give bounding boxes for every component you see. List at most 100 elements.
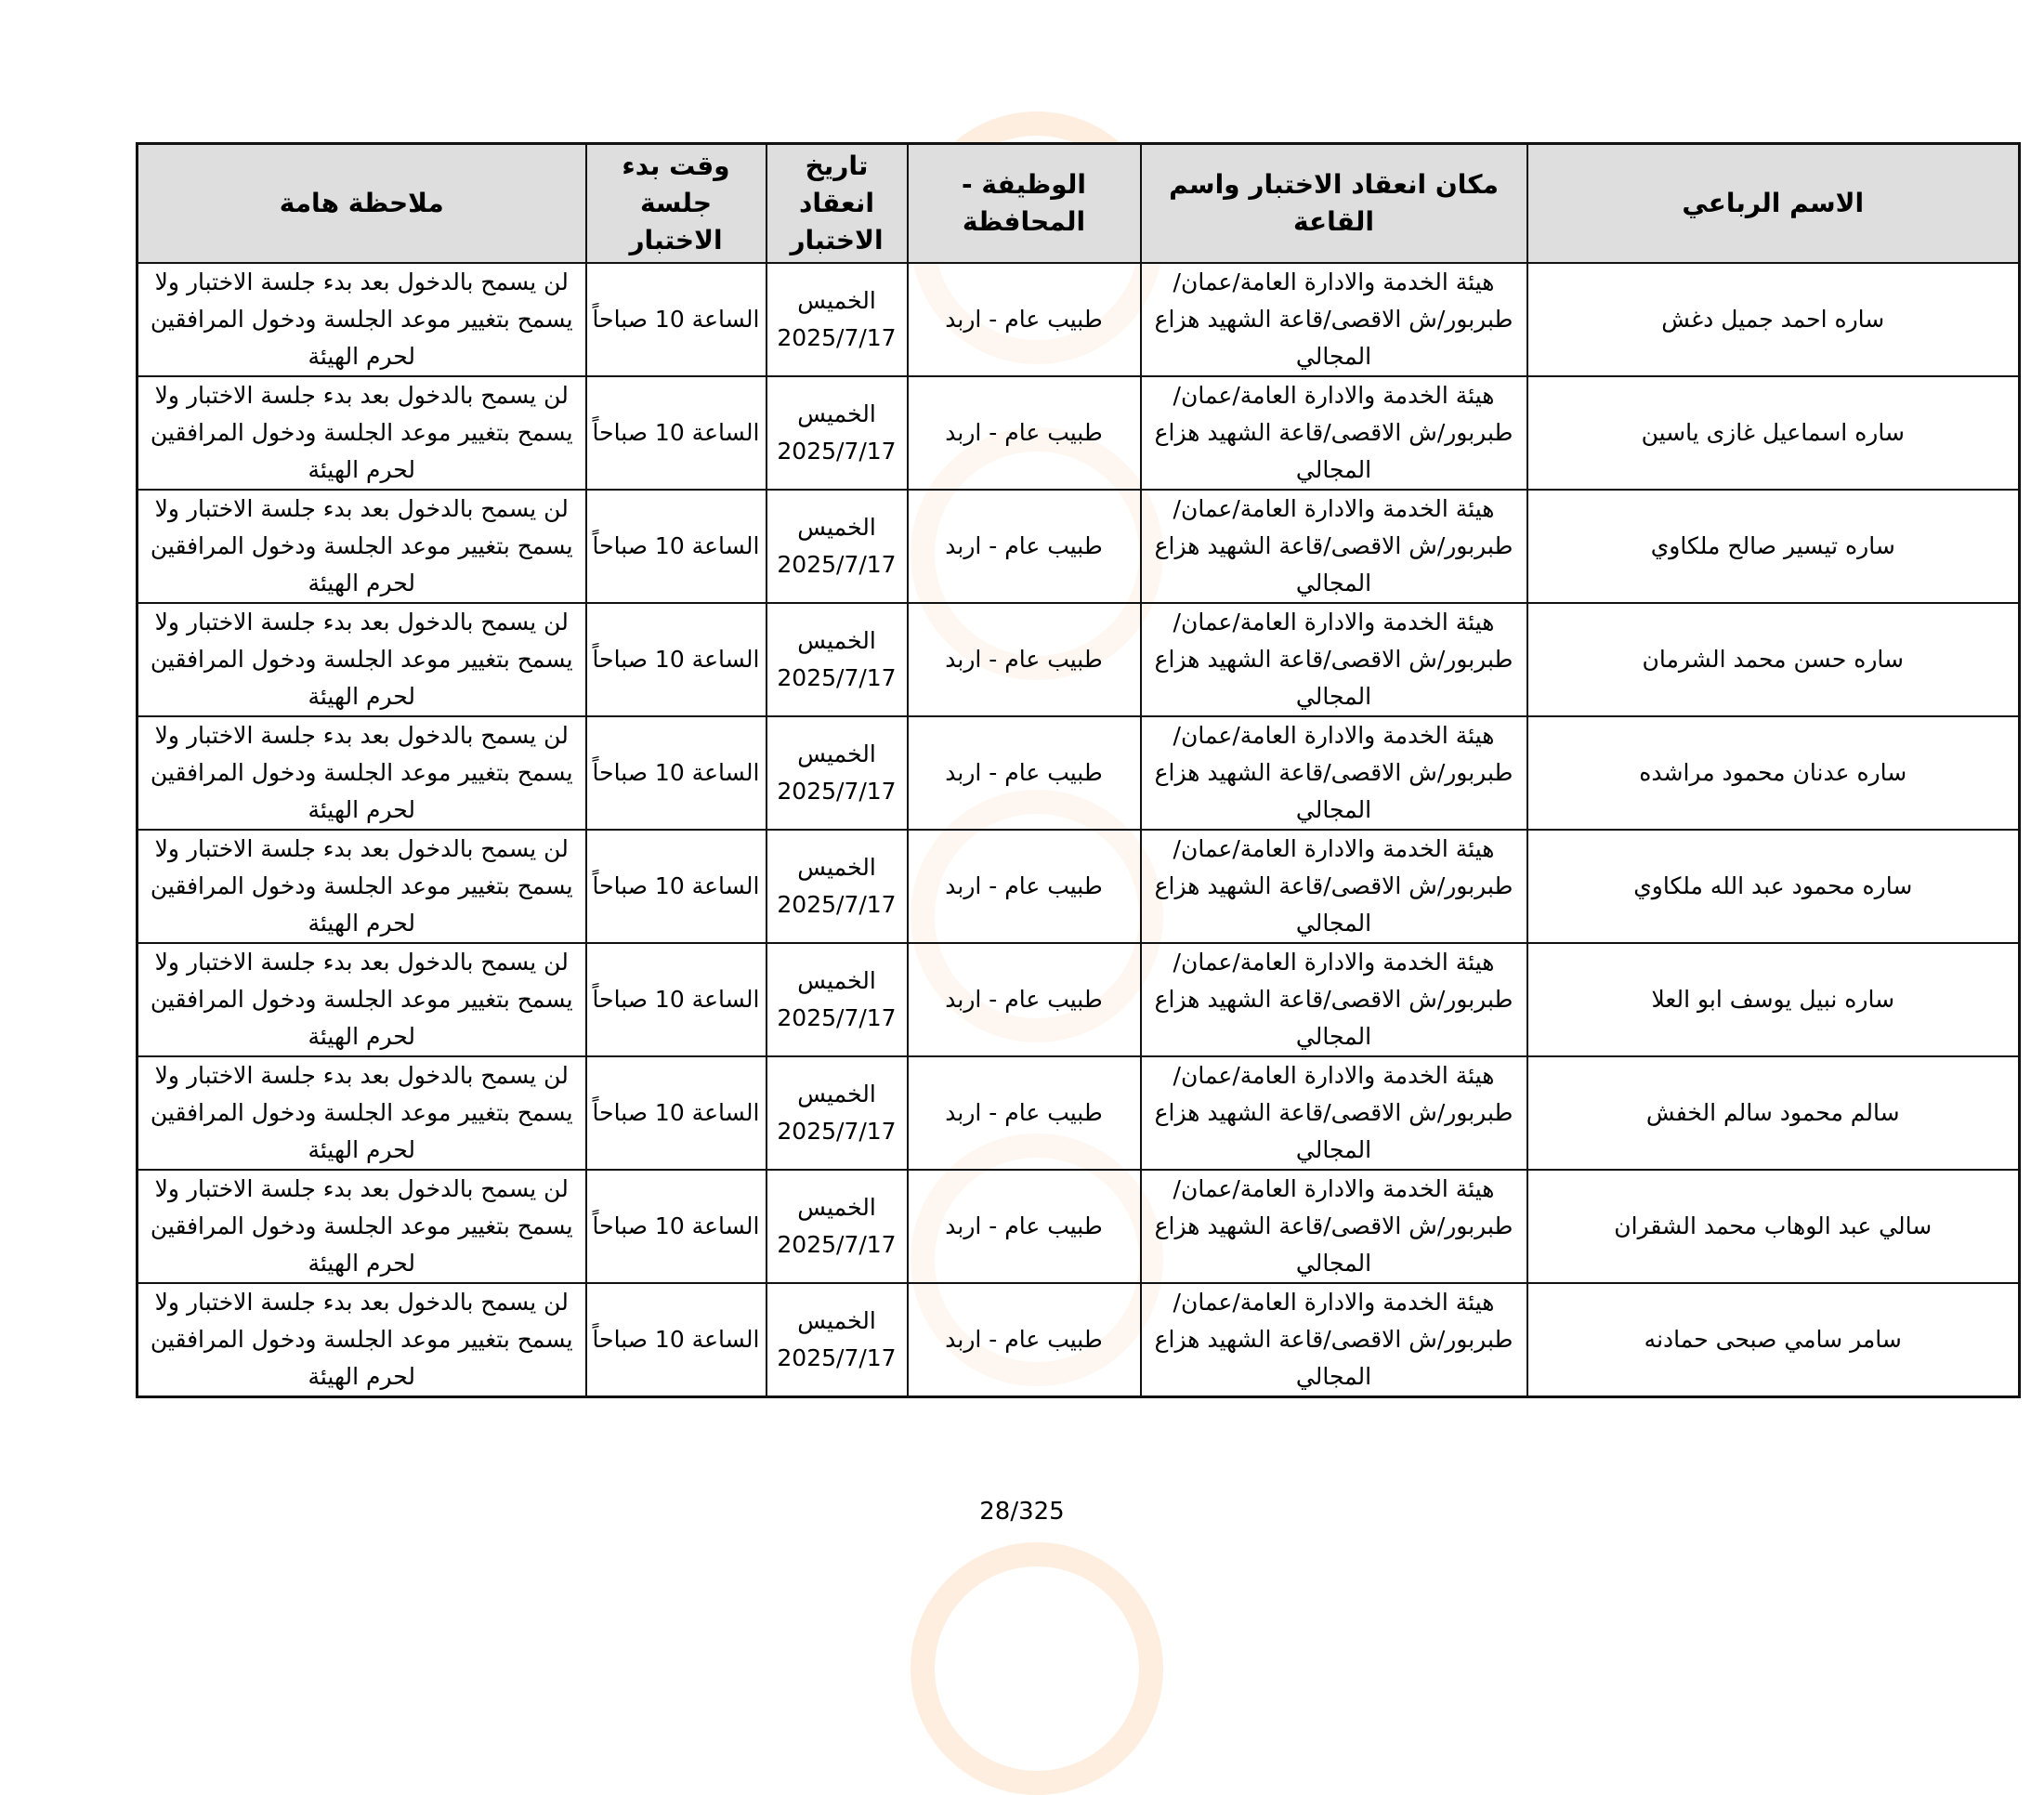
job-cell: طبيب عام - اربد [906,602,1142,717]
time-cell: الساعة 10 صباحاً [584,1282,767,1398]
table-row: سالي عبد الوهاب محمد الشقران هيئة الخدمة … [136,1169,2021,1284]
job-cell: طبيب عام - اربد [906,829,1142,944]
time-cell: الساعة 10 صباحاً [584,262,767,377]
job-cell: طبيب عام - اربد [906,489,1142,604]
exam-date: 2025/7/17 [777,1118,897,1145]
date-cell: الخميس 2025/7/17 [765,375,909,491]
exam-date: 2025/7/17 [777,551,897,578]
exam-date: 2025/7/17 [777,1344,897,1371]
header-name: الاسم الرباعي [1526,142,2021,264]
exam-schedule-table: الاسم الرباعي مكان انعقاد الاختبار واسم … [136,142,2021,1398]
exam-day: الخميس [797,1081,876,1107]
name-cell: سالم محمود سالم الخفش [1526,1055,2021,1171]
job-cell: طبيب عام - اربد [906,262,1142,377]
date-cell: الخميس 2025/7/17 [765,829,909,944]
exam-day: الخميس [797,287,876,314]
place-cell: هيئة الخدمة والادارة العامة/عمان/طبربور/… [1139,829,1528,944]
exam-day: الخميس [797,1307,876,1334]
exam-day: الخميس [797,854,876,881]
table-row: ساره محمود عبد الله ملكاوي هيئة الخدمة وا… [136,829,2021,944]
name-cell: سامر سامي صبحى حمادنه [1526,1282,2021,1398]
place-cell: هيئة الخدمة والادارة العامة/عمان/طبربور/… [1139,262,1528,377]
note-cell: لن يسمح بالدخول بعد بدء جلسة الاختبار ول… [136,262,587,377]
time-cell: الساعة 10 صباحاً [584,942,767,1057]
header-note: ملاحظة هامة [136,142,587,264]
name-cell: ساره تيسير صالح ملكاوي [1526,489,2021,604]
time-cell: الساعة 10 صباحاً [584,1169,767,1284]
exam-day: الخميس [797,400,876,427]
name-cell: سالي عبد الوهاب محمد الشقران [1526,1169,2021,1284]
job-cell: طبيب عام - اربد [906,1282,1142,1398]
place-cell: هيئة الخدمة والادارة العامة/عمان/طبربور/… [1139,942,1528,1057]
date-cell: الخميس 2025/7/17 [765,1055,909,1171]
table-row: سالم محمود سالم الخفش هيئة الخدمة والادار… [136,1055,2021,1171]
date-cell: الخميس 2025/7/17 [765,602,909,717]
name-cell: ساره حسن محمد الشرمان [1526,602,2021,717]
exam-date: 2025/7/17 [777,324,897,351]
date-cell: الخميس 2025/7/17 [765,1169,909,1284]
table-row: ساره تيسير صالح ملكاوي هيئة الخدمة والادا… [136,489,2021,604]
header-time: وقت بدء جلسة الاختبار [584,142,767,264]
place-cell: هيئة الخدمة والادارة العامة/عمان/طبربور/… [1139,1055,1528,1171]
table-header-row: الاسم الرباعي مكان انعقاد الاختبار واسم … [136,142,2021,264]
watermark-clock-logo [911,1542,1163,1795]
exam-day: الخميس [797,1194,876,1221]
header-date: تاريخ انعقاد الاختبار [765,142,909,264]
time-cell: الساعة 10 صباحاً [584,715,767,831]
place-cell: هيئة الخدمة والادارة العامة/عمان/طبربور/… [1139,602,1528,717]
header-job: الوظيفة - المحافظة [906,142,1142,264]
time-cell: الساعة 10 صباحاً [584,375,767,491]
note-cell: لن يسمح بالدخول بعد بدء جلسة الاختبار ول… [136,829,587,944]
place-cell: هيئة الخدمة والادارة العامة/عمان/طبربور/… [1139,1282,1528,1398]
exam-date: 2025/7/17 [777,1004,897,1031]
table-row: ساره نبيل يوسف ابو العلا هيئة الخدمة والا… [136,942,2021,1057]
table-row: سامر سامي صبحى حمادنه هيئة الخدمة والادار… [136,1282,2021,1398]
note-cell: لن يسمح بالدخول بعد بدء جلسة الاختبار ول… [136,942,587,1057]
place-cell: هيئة الخدمة والادارة العامة/عمان/طبربور/… [1139,715,1528,831]
job-cell: طبيب عام - اربد [906,942,1142,1057]
note-cell: لن يسمح بالدخول بعد بدء جلسة الاختبار ول… [136,1282,587,1398]
exam-date: 2025/7/17 [777,438,897,465]
exam-day: الخميس [797,627,876,654]
date-cell: الخميس 2025/7/17 [765,942,909,1057]
exam-day: الخميس [797,967,876,994]
place-cell: هيئة الخدمة والادارة العامة/عمان/طبربور/… [1139,489,1528,604]
note-cell: لن يسمح بالدخول بعد بدء جلسة الاختبار ول… [136,375,587,491]
job-cell: طبيب عام - اربد [906,1055,1142,1171]
note-cell: لن يسمح بالدخول بعد بدء جلسة الاختبار ول… [136,1055,587,1171]
exam-day: الخميس [797,740,876,767]
note-cell: لن يسمح بالدخول بعد بدء جلسة الاختبار ول… [136,1169,587,1284]
table-row: ساره احمد جميل دغش هيئة الخدمة والادارة ا… [136,262,2021,377]
date-cell: الخميس 2025/7/17 [765,715,909,831]
exam-date: 2025/7/17 [777,1231,897,1258]
exam-date: 2025/7/17 [777,664,897,691]
job-cell: طبيب عام - اربد [906,375,1142,491]
date-cell: الخميس 2025/7/17 [765,262,909,377]
name-cell: ساره محمود عبد الله ملكاوي [1526,829,2021,944]
time-cell: الساعة 10 صباحاً [584,602,767,717]
place-cell: هيئة الخدمة والادارة العامة/عمان/طبربور/… [1139,375,1528,491]
exam-date: 2025/7/17 [777,778,897,805]
name-cell: ساره نبيل يوسف ابو العلا [1526,942,2021,1057]
note-cell: لن يسمح بالدخول بعد بدء جلسة الاختبار ول… [136,489,587,604]
time-cell: الساعة 10 صباحاً [584,1055,767,1171]
name-cell: ساره عدنان محمود مراشده [1526,715,2021,831]
date-cell: الخميس 2025/7/17 [765,1282,909,1398]
name-cell: ساره احمد جميل دغش [1526,262,2021,377]
exam-day: الخميس [797,514,876,541]
note-cell: لن يسمح بالدخول بعد بدء جلسة الاختبار ول… [136,715,587,831]
header-place: مكان انعقاد الاختبار واسم القاعة [1139,142,1528,264]
time-cell: الساعة 10 صباحاً [584,829,767,944]
place-cell: هيئة الخدمة والادارة العامة/عمان/طبربور/… [1139,1169,1528,1284]
time-cell: الساعة 10 صباحاً [584,489,767,604]
date-cell: الخميس 2025/7/17 [765,489,909,604]
job-cell: طبيب عام - اربد [906,715,1142,831]
table-row: ساره اسماعيل غازى ياسين هيئة الخدمة والاد… [136,375,2021,491]
table-row: ساره عدنان محمود مراشده هيئة الخدمة والاد… [136,715,2021,831]
note-cell: لن يسمح بالدخول بعد بدء جلسة الاختبار ول… [136,602,587,717]
exam-date: 2025/7/17 [777,891,897,918]
name-cell: ساره اسماعيل غازى ياسين [1526,375,2021,491]
job-cell: طبيب عام - اربد [906,1169,1142,1284]
page-number: 28/325 [979,1498,1065,1526]
table-row: ساره حسن محمد الشرمان هيئة الخدمة والادار… [136,602,2021,717]
